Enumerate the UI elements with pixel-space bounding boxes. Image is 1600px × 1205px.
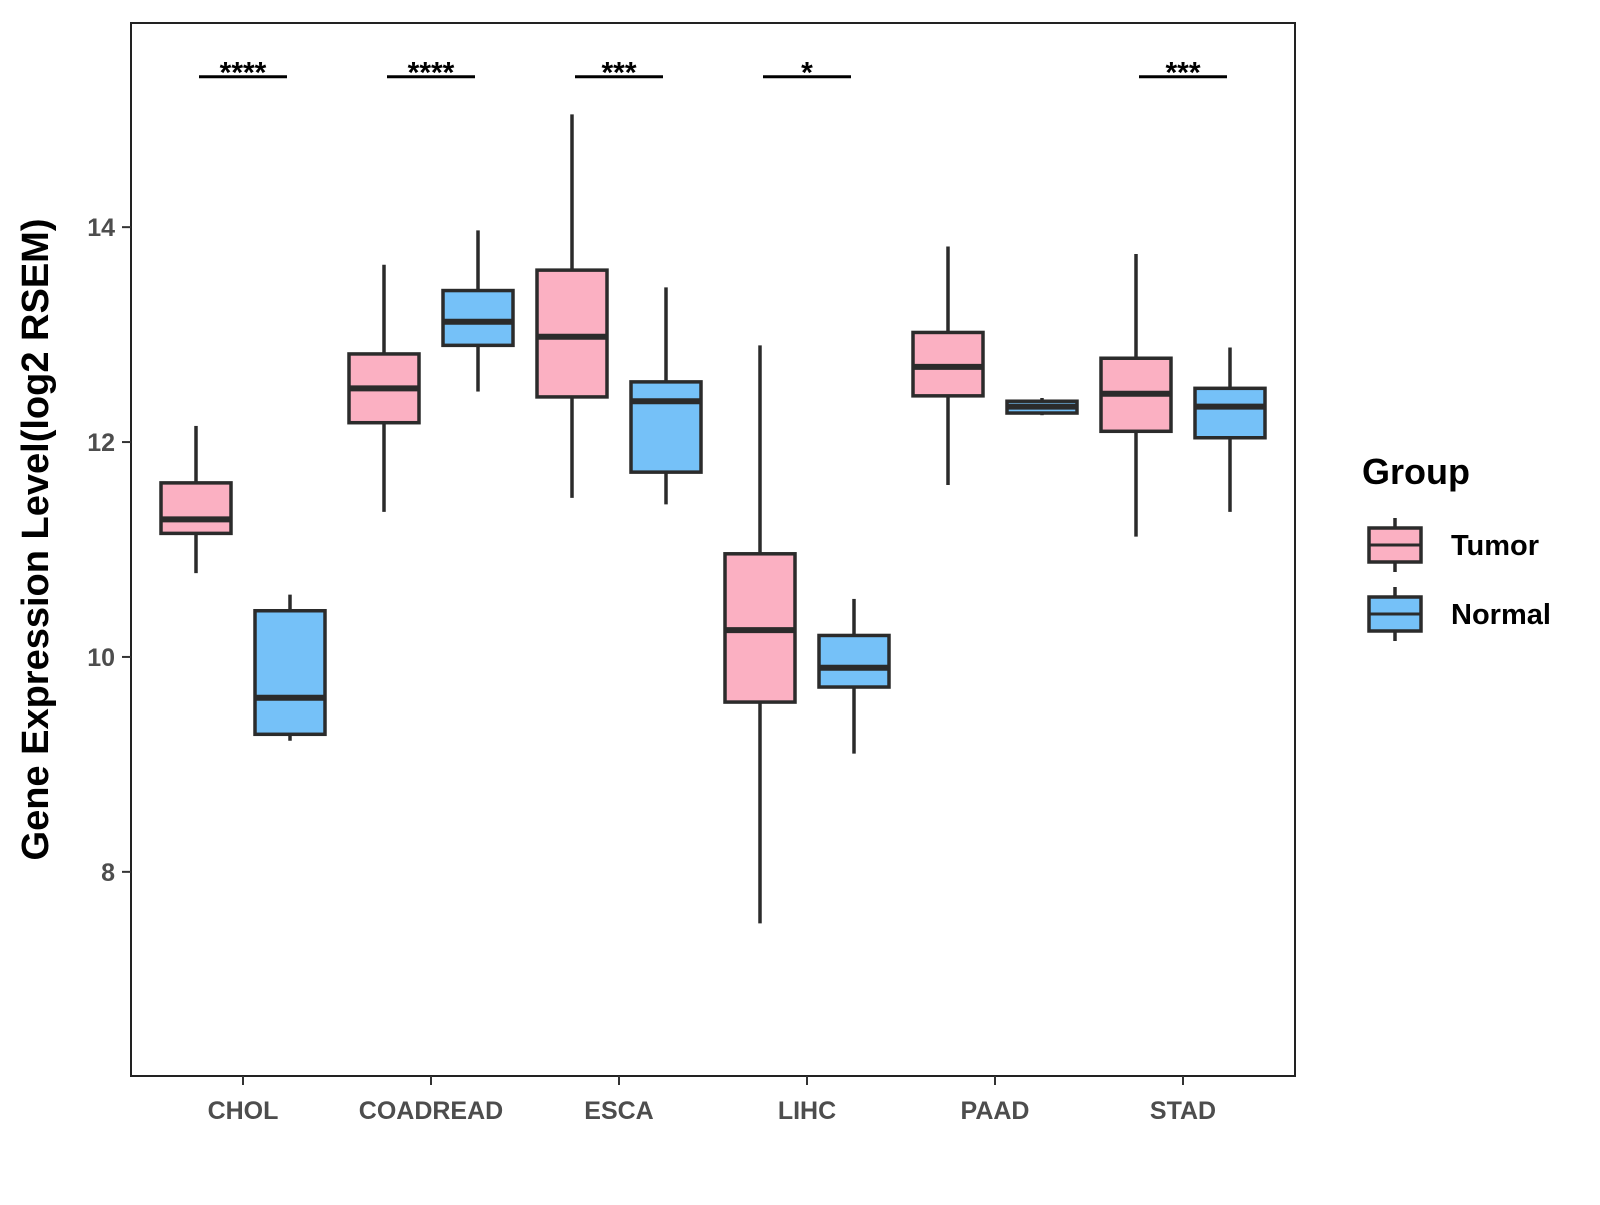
significance-label: ****: [408, 57, 455, 90]
significance-label: ***: [601, 57, 636, 90]
box-normal-lihc: [817, 598, 891, 754]
box-normal-stad: [1193, 347, 1267, 512]
y-tick-label: 12: [87, 429, 115, 457]
significance-label: ***: [1165, 57, 1200, 90]
legend-label: Tumor: [1451, 530, 1539, 562]
x-tick-label: STAD: [1150, 1097, 1216, 1125]
plot-panel: [130, 22, 1296, 1077]
x-tick-label: ESCA: [584, 1097, 653, 1125]
x-tick-label: LIHC: [778, 1097, 836, 1125]
y-axis-title: Gene Expression Level(log2 RSEM): [15, 219, 57, 861]
box-normal-esca: [629, 287, 703, 505]
x-tick-label: CHOL: [208, 1097, 279, 1125]
box-tumor-coadread: [347, 264, 421, 512]
iqr-box: [535, 268, 609, 399]
box-tumor-stad: [1099, 254, 1173, 537]
x-tick-label: PAAD: [961, 1097, 1030, 1125]
iqr-box: [629, 380, 703, 474]
iqr-box: [253, 608, 327, 737]
legend-key-tumor: [1367, 518, 1423, 572]
box-tumor-lihc: [723, 345, 797, 924]
legend-key-normal: [1367, 587, 1423, 641]
legend-title: Group: [1362, 451, 1470, 492]
significance-label: *: [801, 57, 813, 90]
y-tick-label: 10: [87, 644, 115, 672]
legend-label: Normal: [1451, 599, 1551, 631]
box-normal-paad: [1005, 397, 1079, 416]
legend: Group Tumor Normal: [1362, 451, 1551, 641]
box-normal-chol: [253, 594, 327, 741]
x-tick-label: COADREAD: [359, 1097, 503, 1125]
iqr-box: [441, 288, 515, 348]
iqr-box: [159, 481, 233, 536]
box-tumor-chol: [159, 425, 233, 574]
iqr-box: [817, 633, 891, 689]
significance-label: ****: [220, 57, 267, 90]
box-tumor-paad: [911, 246, 985, 486]
iqr-box: [1193, 386, 1267, 440]
y-tick-label: 8: [101, 859, 115, 887]
box-normal-coadread: [441, 230, 515, 392]
y-tick-label: 14: [87, 214, 115, 242]
box-tumor-esca: [535, 114, 609, 498]
